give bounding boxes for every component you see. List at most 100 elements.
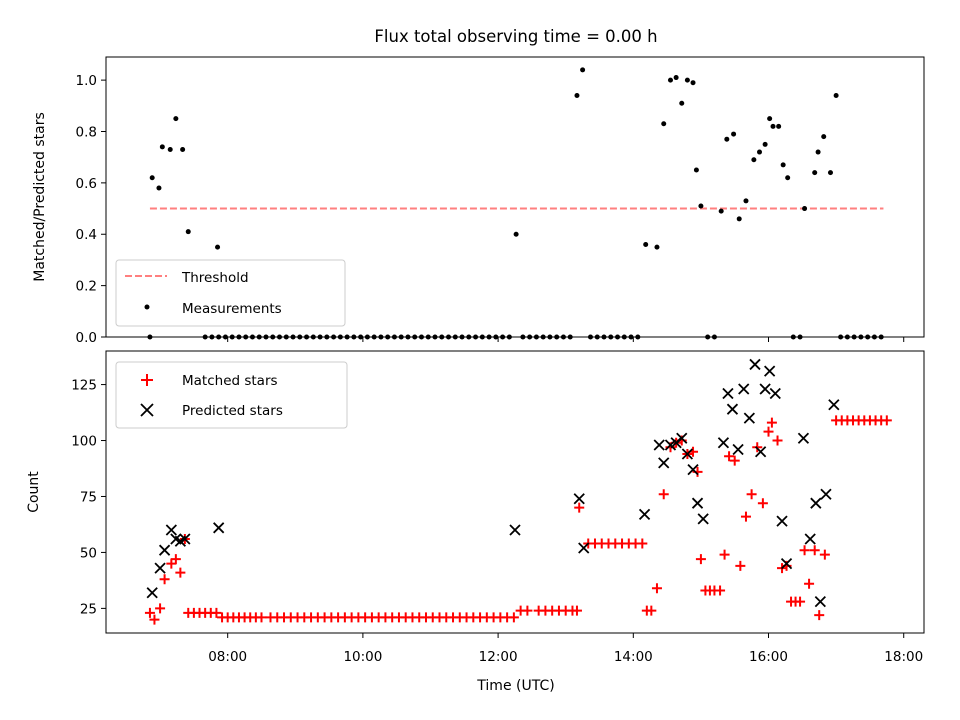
measurement-point xyxy=(679,100,685,106)
matched-star-point xyxy=(715,585,726,596)
bottom-y-axis-label: Count xyxy=(26,471,42,513)
matched-star-point xyxy=(155,603,166,614)
predicted-star-point xyxy=(738,383,750,395)
predicted-star-point xyxy=(509,524,521,536)
measurement-point xyxy=(690,80,696,86)
y-tick-label: 1.0 xyxy=(76,73,97,89)
chart-title: Flux total observing time = 0.00 h xyxy=(374,27,657,46)
measurement-point xyxy=(815,149,821,155)
matched-star-point xyxy=(175,567,186,578)
y-tick-label: 100 xyxy=(71,434,97,450)
matched-star-point xyxy=(166,558,177,569)
x-tick-label: 12:00 xyxy=(479,649,518,665)
matched-star-point xyxy=(881,415,892,426)
measurement-point xyxy=(654,244,660,250)
x-tick-label: 10:00 xyxy=(343,649,382,665)
predicted-star-point xyxy=(165,524,177,536)
x-tick-label: 16:00 xyxy=(749,649,788,665)
measurement-point xyxy=(756,149,762,155)
matched-star-point xyxy=(804,578,815,589)
measurement-point xyxy=(812,170,818,176)
measurement-point xyxy=(693,167,699,173)
matched-star-point xyxy=(735,560,746,571)
predicted-star-point xyxy=(179,533,191,545)
measurement-point xyxy=(185,229,191,235)
matched-star-point xyxy=(144,607,155,618)
measurement-point xyxy=(736,216,742,222)
y-tick-label: 0.0 xyxy=(76,330,97,346)
bottom-legend: Matched stars Predicted stars xyxy=(115,361,348,429)
matched-star-point xyxy=(159,574,170,585)
predicted-star-point xyxy=(797,432,810,444)
y-tick-label: 75 xyxy=(80,489,97,505)
bottom-legend-box xyxy=(115,361,348,429)
measurement-point xyxy=(718,208,724,214)
predicted-star-point xyxy=(717,437,730,449)
measurement-point xyxy=(762,141,768,147)
predicted-star-point xyxy=(749,358,761,371)
matched-star-point xyxy=(772,435,783,446)
measurement-point xyxy=(167,146,173,152)
measurement-point xyxy=(780,162,786,168)
matched-star-point xyxy=(766,417,777,428)
predicted-star-point xyxy=(658,457,670,469)
predicted-star-point xyxy=(722,387,734,400)
x-tick-label: 14:00 xyxy=(614,649,653,665)
measurement-point xyxy=(684,77,690,83)
predicted-star-point xyxy=(754,446,767,458)
matched-star-point xyxy=(637,538,648,549)
predicted-star-point xyxy=(759,383,771,395)
top-plot-frame xyxy=(105,56,925,338)
measurement-point xyxy=(827,170,833,176)
measurement-point xyxy=(767,116,773,122)
matched-star-point xyxy=(763,426,774,437)
measurement-point xyxy=(724,136,730,142)
matched-star-point xyxy=(719,549,730,560)
measurement-point xyxy=(643,242,649,248)
measurement-point xyxy=(698,203,704,209)
matched-star-point xyxy=(746,489,757,500)
y-tick-label: 50 xyxy=(80,545,97,561)
matched-star-point xyxy=(724,451,735,462)
top-y-axis-label: Matched/Predicted stars xyxy=(32,112,48,282)
predicted-star-point xyxy=(776,515,788,527)
y-tick-label: 0.8 xyxy=(76,124,97,140)
predicted-star-point xyxy=(764,365,776,377)
predicted-star-point xyxy=(213,522,225,534)
matched-star-point xyxy=(646,605,657,616)
bottom-plot-frame xyxy=(105,350,925,634)
matched-star-point xyxy=(211,607,222,618)
predicted-star-point xyxy=(578,542,590,554)
predicted-star-point xyxy=(769,387,781,400)
matched-star-point xyxy=(695,554,706,565)
matched-star-point xyxy=(508,612,519,623)
measurement-point xyxy=(667,77,673,83)
predicted-star-point xyxy=(691,497,704,509)
predicted-star-point xyxy=(828,399,840,411)
predicted-star-point xyxy=(146,587,158,599)
measurement-point xyxy=(156,185,162,191)
predicted-star-point xyxy=(154,562,166,574)
measurement-point xyxy=(180,146,186,152)
predicted-star-point xyxy=(820,488,832,500)
y-tick-label: 25 xyxy=(80,601,97,617)
predicted-star-point xyxy=(732,443,744,456)
y-tick-label: 0.4 xyxy=(76,227,97,243)
legend-predicted-swatch xyxy=(140,403,154,417)
predicted-star-point xyxy=(158,544,171,556)
measurement-point xyxy=(574,93,580,99)
top-panel: Flux total observing time = 0.00 h Match… xyxy=(32,27,925,346)
measurement-point xyxy=(770,123,776,129)
x-tick-label: 08:00 xyxy=(208,649,247,665)
legend-threshold-label: Threshold xyxy=(181,270,249,286)
legend-matched-swatch xyxy=(141,374,153,386)
legend-matched-label: Matched stars xyxy=(182,373,278,389)
predicted-star-point xyxy=(681,448,694,460)
measurement-point xyxy=(821,134,827,140)
y-tick-label: 0.6 xyxy=(76,176,97,192)
measurement-point xyxy=(513,231,519,237)
predicted-star-point xyxy=(687,463,699,476)
matched-star-point xyxy=(740,511,751,522)
matched-star-point xyxy=(658,489,669,500)
legend-predicted-label: Predicted stars xyxy=(182,403,283,419)
